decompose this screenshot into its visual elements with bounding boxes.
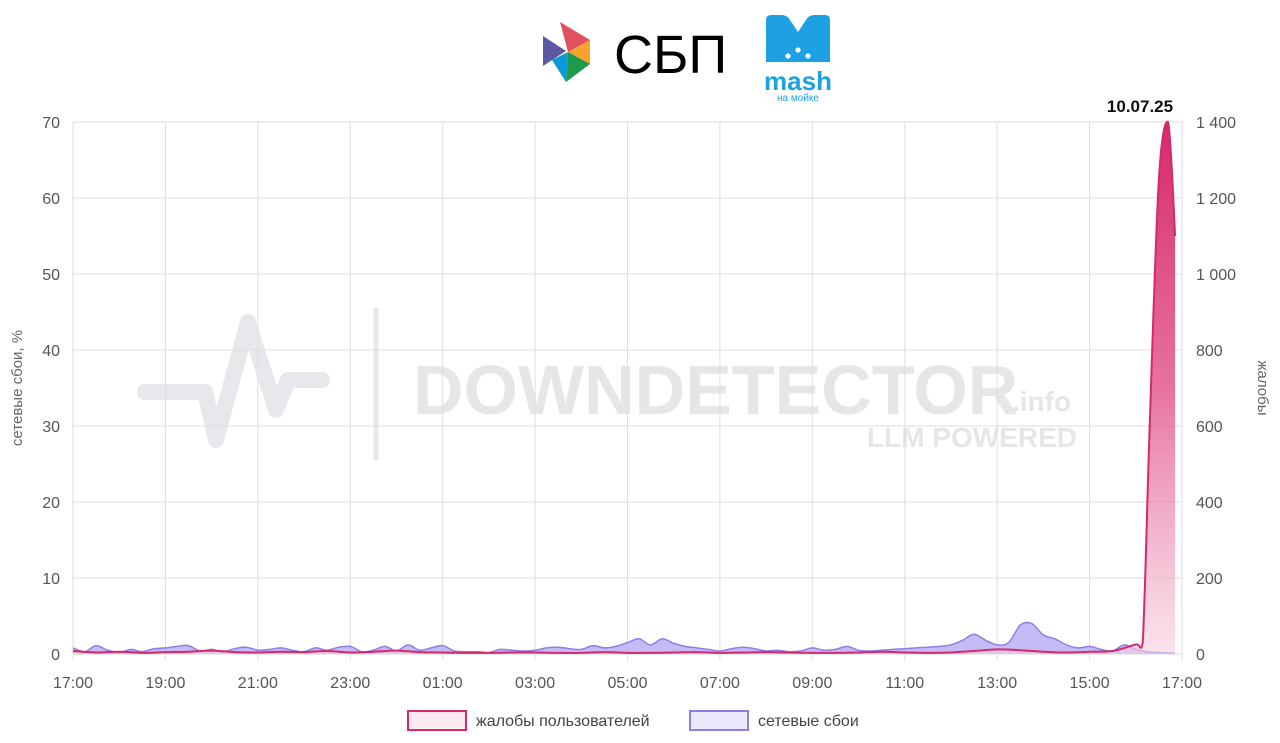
mash-logo: mash на мойке xyxy=(764,15,832,104)
mash-subtitle: на мойке xyxy=(777,93,819,104)
x-tick-label: 17:00 xyxy=(53,675,93,692)
legend-swatch-outages xyxy=(689,710,749,731)
x-axis-ticks: 17:00 19:00 21:00 23:00 01:00 03:00 05:00 07:00… xyxy=(53,675,1202,692)
right-tick-label: 1 200 xyxy=(1196,191,1236,208)
left-tick-label: 70 xyxy=(42,115,60,132)
left-axis-ticks: 0 10 20 30 40 50 60 70 xyxy=(42,115,60,664)
watermark: DOWNDETECTOR .info LLM POWERED xyxy=(137,308,1077,460)
watermark-suffix-text: .info xyxy=(1012,386,1071,417)
left-tick-label: 40 xyxy=(42,343,60,360)
left-tick-label: 60 xyxy=(42,191,60,208)
x-tick-label: 17:00 xyxy=(1162,675,1202,692)
right-axis-title: жалобы xyxy=(1254,360,1271,415)
legend-label-complaints: жалобы пользователей xyxy=(476,713,650,730)
right-axis-ticks: 0 200 400 600 800 1 000 1 200 1 400 xyxy=(1196,115,1236,664)
x-tick-label: 01:00 xyxy=(423,675,463,692)
left-axis-title: сетевые сбои, % xyxy=(9,330,26,446)
right-tick-label: 600 xyxy=(1196,419,1223,436)
chart-series xyxy=(72,120,1177,654)
x-tick-label: 11:00 xyxy=(885,675,924,692)
right-tick-label: 800 xyxy=(1196,343,1223,360)
outages-line xyxy=(72,621,1176,654)
watermark-main-text: DOWNDETECTOR xyxy=(413,351,1018,429)
left-tick-label: 10 xyxy=(42,571,60,588)
left-tick-label: 0 xyxy=(51,647,60,664)
x-tick-label: 09:00 xyxy=(792,675,832,692)
x-tick-label: 13:00 xyxy=(977,675,1017,692)
legend: жалобы пользователей сетевые сбои xyxy=(407,710,859,731)
watermark-sub-text: LLM POWERED xyxy=(867,422,1077,453)
right-tick-label: 200 xyxy=(1196,571,1223,588)
left-tick-label: 50 xyxy=(42,267,60,284)
header-logos: СБП mash на мойке xyxy=(543,15,832,104)
x-tick-label: 21:00 xyxy=(238,675,278,692)
mash-brand-text: mash xyxy=(764,66,832,96)
x-tick-label: 03:00 xyxy=(515,675,555,692)
right-tick-label: 0 xyxy=(1196,647,1205,664)
legend-item-complaints[interactable]: жалобы пользователей xyxy=(407,710,650,731)
x-tick-label: 19:00 xyxy=(145,675,185,692)
chart-grid xyxy=(72,121,1183,660)
mash-logo-icon xyxy=(766,15,830,62)
x-tick-label: 07:00 xyxy=(700,675,740,692)
complaints-line xyxy=(72,120,1177,654)
left-tick-label: 20 xyxy=(42,495,60,512)
sbp-logo-icon xyxy=(543,22,590,82)
legend-swatch-complaints xyxy=(407,710,467,731)
right-tick-label: 1 400 xyxy=(1196,115,1236,132)
x-tick-label: 05:00 xyxy=(607,675,647,692)
legend-label-outages: сетевые сбои xyxy=(758,713,859,730)
legend-item-outages[interactable]: сетевые сбои xyxy=(689,710,859,731)
right-tick-label: 1 000 xyxy=(1196,267,1236,284)
right-tick-label: 400 xyxy=(1196,495,1223,512)
x-tick-label: 15:00 xyxy=(1070,675,1110,692)
x-tick-label: 23:00 xyxy=(330,675,370,692)
peak-date-label: 10.07.25 xyxy=(1107,97,1173,116)
left-tick-label: 30 xyxy=(42,419,60,436)
sbp-brand-text: СБП xyxy=(614,25,727,85)
pulse-icon xyxy=(137,314,330,448)
